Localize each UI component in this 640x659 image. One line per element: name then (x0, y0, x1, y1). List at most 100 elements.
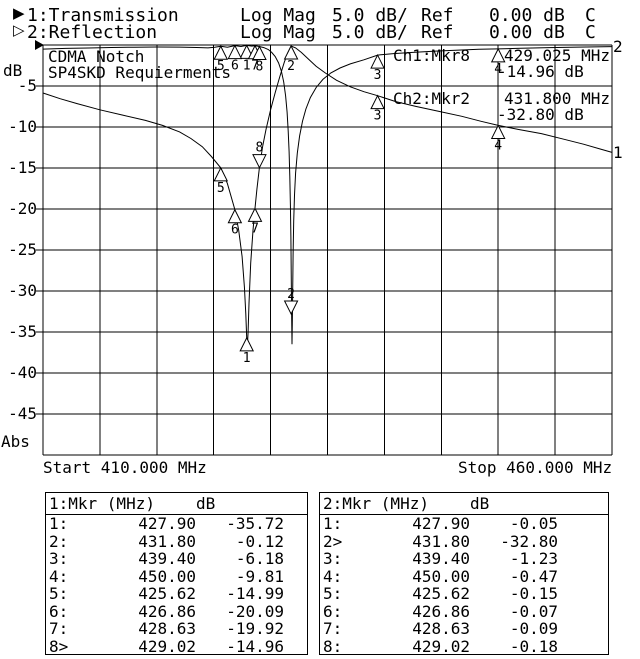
marker-triangle-icon (239, 336, 255, 352)
channel2-ref-value: 0.00 dB (489, 22, 565, 43)
marker-frequency: 428.63 (138, 619, 196, 638)
marker-triangle-icon (227, 44, 243, 60)
marker-db-value: -1.23 (509, 549, 558, 568)
channel1-ref-value: 0.00 dB (489, 5, 565, 26)
marker-number-label: 1 (243, 351, 251, 366)
marker-number-label: 3 (374, 68, 382, 83)
y-axis-tick-label: -10 (8, 117, 37, 136)
marker-table-row: 4: 450.00 -0.47 (320, 568, 608, 586)
marker-number: 4: (49, 566, 69, 586)
y-axis-abs-label: Abs (1, 432, 30, 451)
marker-table-row: 3: 439.40 -1.23 (320, 550, 608, 568)
marker-frequency: 429.02 (138, 636, 196, 656)
marker-table-row: 8: 429.02 -0.18 (320, 638, 608, 656)
marker-table-row: 6: 426.86 -20.09 (46, 603, 307, 621)
marker-table-row: 5: 425.62 -0.15 (320, 585, 608, 603)
y-axis-tick-label: -20 (8, 199, 37, 218)
marker-number: 8: (323, 636, 343, 656)
ch2-marker-table: 2:Mkr (MHz) dB 1: 427.90 -0.05 2> 431.80 -32.… (319, 492, 609, 655)
marker-number: 1: (323, 514, 343, 533)
y-axis-tick-label: -45 (8, 404, 37, 423)
channel2-inactive-marker-icon: ▷ (13, 21, 25, 39)
y-axis-tick-label: -35 (8, 322, 37, 341)
start-frequency-label: Start 410.000 MHz (43, 458, 207, 477)
ref-level-pointer-icon (35, 40, 44, 50)
grid-lines (36, 44, 613, 456)
marker-table-row: 2> 431.80 -32.80 (320, 533, 608, 551)
marker-number: 5: (49, 584, 69, 603)
marker-db-value: -14.96 (226, 636, 284, 656)
ref-level-pointer-icon (35, 40, 44, 50)
marker-frequency: 439.40 (412, 549, 470, 568)
y-axis-tick-label: -25 (8, 240, 37, 259)
marker-number: 7: (323, 619, 343, 638)
marker-frequency: 425.62 (412, 584, 470, 603)
marker-number-label: 4 (494, 62, 502, 77)
marker-number: 6: (323, 601, 343, 621)
ch1-marker-readout-title: Ch1:Mkr8 (393, 46, 471, 65)
marker-triangle-icon (490, 47, 506, 63)
marker-number-label: 3 (374, 109, 382, 124)
marker-db-value: -0.18 (509, 636, 558, 656)
marker-frequency: 450.00 (412, 566, 470, 586)
marker-number-label: 1 (243, 58, 251, 73)
marker-frequency: 439.40 (138, 549, 196, 568)
ch2-marker-readout-freq: 431.800 MHz (504, 89, 610, 108)
ch1-marker-table-header: 1:Mkr (MHz) dB (46, 493, 307, 515)
marker-number: 4: (323, 566, 343, 586)
marker-db-value: -0.12 (235, 531, 284, 551)
ch1-marker-table: 1:Mkr (MHz) dB 1: 427.90 -35.72 2: 431.80 -0.… (45, 492, 308, 655)
marker-frequency: 429.02 (412, 636, 470, 656)
marker-db-value: -35.72 (226, 514, 284, 533)
marker-db-value: -0.47 (509, 566, 558, 586)
marker-number: 2> (323, 531, 343, 551)
ch1-table-col-frequency: 1:Mkr (MHz) (49, 494, 155, 513)
marker-number-label: 8 (256, 141, 264, 156)
ch1-marker-readout-freq: 429.025 MHz (504, 46, 610, 65)
marker-frequency: 431.80 (412, 531, 470, 551)
marker-table-row: 8> 429.02 -14.96 (46, 638, 307, 656)
marker-triangle-icon (213, 166, 229, 182)
marker-number-label: 5 (217, 181, 225, 196)
marker-db-value: -20.09 (226, 601, 284, 621)
marker-table-row: 1: 427.90 -35.72 (46, 515, 307, 533)
channel1-format: Log Mag (240, 5, 316, 26)
channel1-active-marker-icon: ▶ (13, 4, 25, 22)
marker-number-label: 6 (231, 59, 239, 74)
channel1-scale: 5.0 dB/ (332, 5, 408, 26)
marker-number: 2: (49, 531, 69, 551)
marker-db-value: -0.07 (509, 601, 558, 621)
ch2-marker-table-header: 2:Mkr (MHz) dB (320, 493, 608, 515)
marker-table-row: 4: 450.00 -9.81 (46, 568, 307, 586)
marker-db-value: -0.05 (509, 514, 558, 533)
active-marker-triangle-icon (252, 154, 267, 169)
ch2-marker-readout-value: -32.80 dB (497, 105, 584, 124)
ch1-marker-readout-value: -14.96 dB (497, 62, 584, 81)
marker-table-row: 7: 428.63 -19.92 (46, 620, 307, 638)
marker-table-row: 7: 428.63 -0.09 (320, 620, 608, 638)
marker-db-value: -9.81 (235, 566, 284, 586)
marker-number-label: 2 (287, 287, 295, 302)
marker-frequency: 426.86 (412, 601, 470, 621)
marker-table-row: 2: 431.80 -0.12 (46, 533, 307, 551)
marker-db-value: -14.99 (226, 584, 284, 603)
marker-number: 3: (323, 549, 343, 568)
marker-number: 6: (49, 601, 69, 621)
ch2-table-col-frequency: 2:Mkr (MHz) (323, 494, 429, 513)
marker-number-label: 6 (231, 223, 239, 238)
ch2-table-col-db: dB (470, 494, 490, 513)
channel2-format: Log Mag (240, 22, 316, 43)
marker-frequency: 426.86 (138, 601, 196, 621)
marker-table-row: 3: 439.40 -6.18 (46, 550, 307, 568)
marker-db-value: -0.15 (509, 584, 558, 603)
trace2-curve-label: 2 (613, 37, 623, 56)
marker-number-label: 7 (251, 221, 259, 236)
marker-number: 8> (49, 636, 69, 656)
marker-triangle-icon (370, 94, 385, 110)
channel2-scale: 5.0 dB/ (332, 22, 408, 43)
channel1-ref-label: Ref (421, 5, 454, 26)
channel2-cal-status: C (585, 22, 596, 43)
plot-annotation-line1: CDMA Notch (48, 47, 145, 66)
channel1-cal-status: C (585, 5, 596, 26)
